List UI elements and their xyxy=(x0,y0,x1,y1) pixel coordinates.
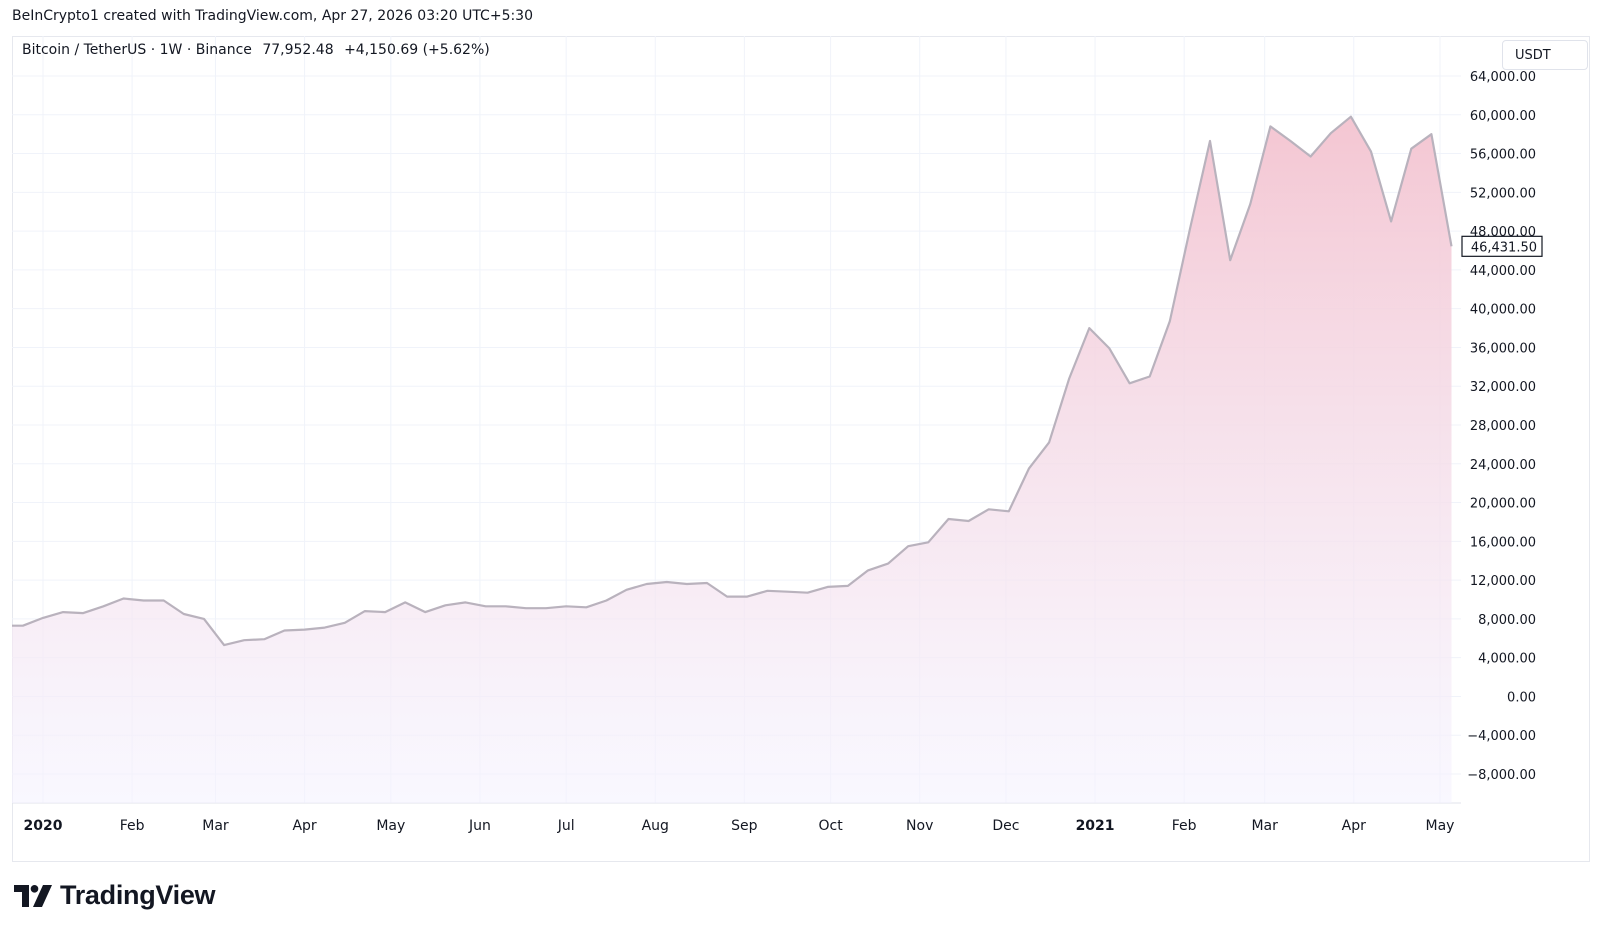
currency-button[interactable]: USDT xyxy=(1502,40,1588,70)
y-tick-label: 20,000.00 xyxy=(1470,497,1536,512)
y-tick-label: 0.00 xyxy=(1507,690,1536,705)
x-tick-label: Mar xyxy=(1251,818,1278,834)
x-tick-label: May xyxy=(1426,818,1455,834)
y-tick-label: 40,000.00 xyxy=(1470,303,1536,318)
y-tick-label: 4,000.00 xyxy=(1478,652,1536,667)
y-tick-label: 56,000.00 xyxy=(1470,148,1536,163)
y-tick-label: 36,000.00 xyxy=(1470,341,1536,356)
current-price-label: 46,431.50 xyxy=(1471,240,1537,255)
x-tick-label: Apr xyxy=(1342,818,1366,834)
price-change-percent: (+5.62%) xyxy=(422,42,490,58)
tradingview-logo-icon xyxy=(14,884,52,907)
y-tick-label: 60,000.00 xyxy=(1470,109,1536,124)
y-tick-label: 28,000.00 xyxy=(1470,419,1536,434)
symbol-interval[interactable]: 1W xyxy=(159,42,183,58)
price-line[interactable] xyxy=(12,115,1453,647)
separator: · xyxy=(150,42,156,58)
x-tick-label: Apr xyxy=(292,818,316,834)
currency-label: USDT xyxy=(1515,47,1551,63)
y-tick-label: 8,000.00 xyxy=(1478,613,1536,628)
x-tick-label: 2020 xyxy=(24,818,63,834)
x-tick-label: Oct xyxy=(818,818,843,834)
y-tick-label: −8,000.00 xyxy=(1467,768,1536,783)
x-tick-label: Dec xyxy=(992,818,1019,834)
x-tick-label: May xyxy=(376,818,405,834)
tradingview-wordmark: TradingView xyxy=(60,880,216,910)
last-price: 77,952.48 xyxy=(262,42,334,58)
x-tick-label: Feb xyxy=(1172,818,1197,834)
y-tick-label: 52,000.00 xyxy=(1470,186,1536,201)
x-tick-label: Sep xyxy=(731,818,758,834)
y-tick-label: 16,000.00 xyxy=(1470,535,1536,550)
symbol-name[interactable]: Bitcoin / TetherUS xyxy=(22,42,147,58)
chart-attribution: BeInCrypto1 created with TradingView.com… xyxy=(12,8,534,24)
x-tick-label: Mar xyxy=(202,818,229,834)
y-tick-label: −4,000.00 xyxy=(1467,729,1536,744)
y-tick-label: 64,000.00 xyxy=(1470,70,1536,85)
x-tick-label: Feb xyxy=(120,818,145,834)
x-tick-label: 2021 xyxy=(1076,818,1115,834)
price-change: +4,150.69 xyxy=(344,42,419,58)
symbol-exchange: Binance xyxy=(195,42,252,58)
current-price-badge xyxy=(1461,235,1543,257)
x-tick-label: Jul xyxy=(557,818,575,834)
y-tick-label: 44,000.00 xyxy=(1470,264,1536,279)
x-tick-label: Aug xyxy=(642,818,669,834)
x-tick-label: Jun xyxy=(468,818,491,834)
y-tick-label: 32,000.00 xyxy=(1470,380,1536,395)
y-tick-label: 12,000.00 xyxy=(1470,574,1536,589)
symbol-info: Bitcoin / TetherUS · 1W · Binance 77,952… xyxy=(22,42,490,58)
chart-frame xyxy=(12,36,1590,862)
tradingview-brand[interactable]: TradingView xyxy=(14,880,216,911)
price-area-fill xyxy=(12,116,1452,803)
y-tick-label: 24,000.00 xyxy=(1470,458,1536,473)
x-tick-label: Nov xyxy=(906,818,933,834)
separator: · xyxy=(186,42,192,58)
